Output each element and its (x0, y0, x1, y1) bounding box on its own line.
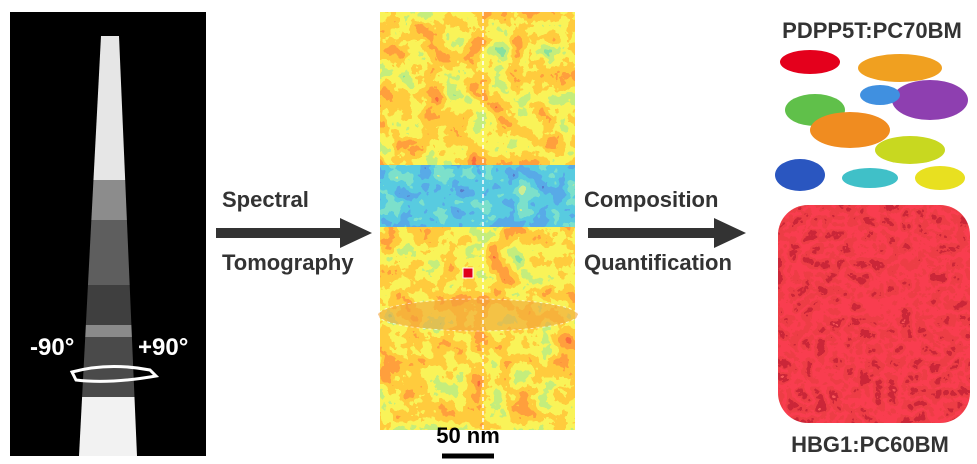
arrow (216, 218, 372, 248)
step-label: Spectral (222, 187, 309, 212)
step-label: Quantification (584, 250, 732, 275)
arrow (588, 218, 746, 248)
slice-plane (378, 299, 578, 331)
phase-label: PDPP5T:PC70BM (782, 18, 962, 43)
angle-right: +90° (138, 334, 188, 361)
angle-left: -90° (30, 334, 74, 361)
voxel-marker (463, 268, 473, 278)
phase-label: HBG1:PC60BM (791, 432, 949, 457)
step-label: Tomography (222, 250, 354, 275)
step-label: Composition (584, 187, 718, 212)
tomogram-volume (380, 12, 575, 432)
bottom-phase-domain (778, 205, 970, 423)
figure: -90° +90° Spectral Tomography 50 nm Comp… (0, 0, 977, 464)
top-phase-domains (775, 50, 968, 191)
scale-label: 50 nm (436, 423, 500, 448)
